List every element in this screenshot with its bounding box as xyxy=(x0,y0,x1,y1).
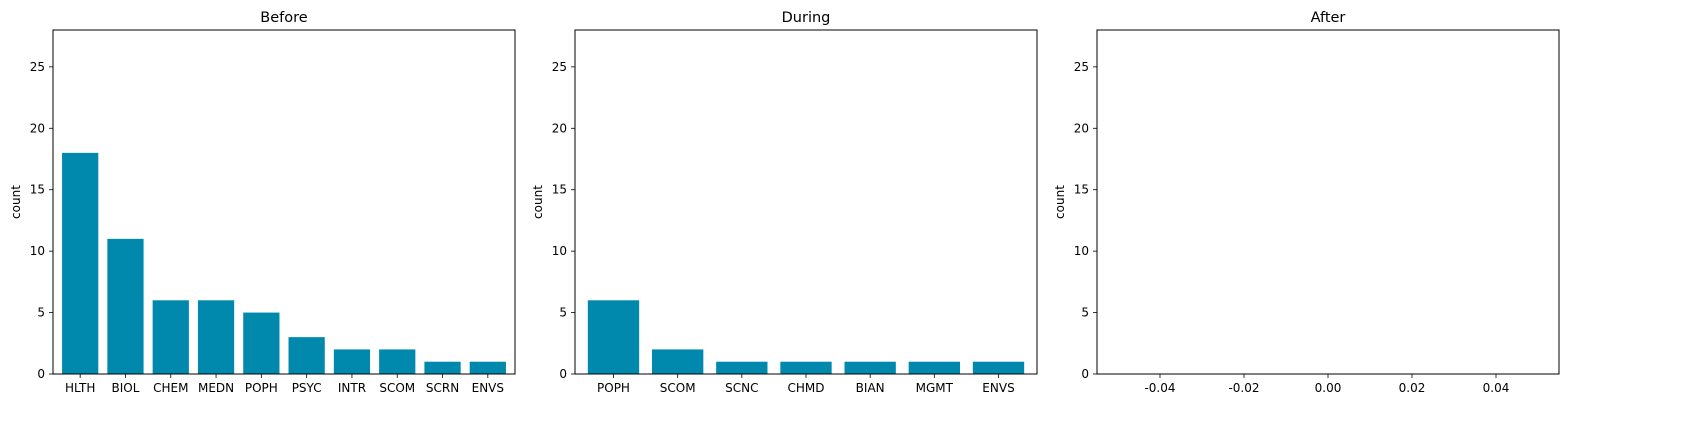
bar-scom xyxy=(379,349,416,374)
bar-bian xyxy=(844,361,896,374)
y-tick-label: 25 xyxy=(1074,60,1089,74)
x-tick-label-scom: SCOM xyxy=(660,381,696,395)
bar-envs xyxy=(972,361,1025,374)
x-tick-label-poph: POPH xyxy=(245,381,278,395)
bar-intr xyxy=(333,349,371,374)
x-tick-label-hlth: HLTH xyxy=(65,381,95,395)
chart-title: Before xyxy=(260,10,307,26)
y-tick-label: 0 xyxy=(37,367,45,381)
x-tick-label-psyc: PSYC xyxy=(292,381,322,395)
chart-panel-during: POPH SCOM SCNC CHMD BIAN MGMT ENVS 0 5 10 15 20 25 Du… xyxy=(531,10,1038,395)
y-tick-label: 25 xyxy=(30,60,45,74)
bar-poph xyxy=(587,300,640,374)
chart-panel-before: HLTH BIOL CHEM MEDN POPH PSYC INTR SCOM SCRN ENVS… xyxy=(9,10,516,395)
y-tick-label: 0 xyxy=(1081,367,1089,381)
axes-frame xyxy=(52,29,516,375)
chart-title: During xyxy=(782,10,831,26)
y-tick-label: 10 xyxy=(1074,244,1089,258)
x-tick-label-chem: CHEM xyxy=(153,381,188,395)
bar-envs xyxy=(469,361,506,374)
y-tick-label: 15 xyxy=(552,183,567,197)
y-axis-label: count xyxy=(531,185,545,219)
bar-psyc xyxy=(288,337,325,374)
y-tick-label: 15 xyxy=(30,183,45,197)
bar-scrn xyxy=(424,361,461,374)
y-tick-label: 20 xyxy=(552,121,567,135)
y-tick-label: 5 xyxy=(37,306,45,320)
x-tick-label-envs: ENVS xyxy=(472,381,504,395)
y-axis-label: count xyxy=(9,185,23,219)
x-tick-label-scrn: SCRN xyxy=(426,381,459,395)
y-tick-label: 25 xyxy=(552,60,567,74)
x-tick-label: 0.04 xyxy=(1483,381,1510,395)
bar-chmd xyxy=(780,361,832,374)
bar-biol xyxy=(107,238,144,374)
x-tick-label-mgmt: MGMT xyxy=(916,381,954,395)
y-axis-label: count xyxy=(1053,185,1067,219)
bar-scom xyxy=(652,349,704,374)
x-tick-label-biol: BIOL xyxy=(112,381,140,395)
chart-title: After xyxy=(1311,10,1346,26)
x-tick-label: 0.02 xyxy=(1399,381,1426,395)
bar-poph xyxy=(243,312,280,374)
x-tick-label-envs: ENVS xyxy=(982,381,1014,395)
bar-hlth xyxy=(62,152,99,374)
bar-medn xyxy=(197,300,235,374)
x-tick-label-intr: INTR xyxy=(338,381,366,395)
x-tick-label: -0.02 xyxy=(1228,381,1259,395)
y-tick-label: 20 xyxy=(30,121,45,135)
y-tick-label: 10 xyxy=(552,244,567,258)
bar-mgmt xyxy=(908,361,960,374)
chart-panel-after: -0.04 -0.02 0.00 0.02 0.04 0 5 10 15 20 25 After cou… xyxy=(1053,10,1560,395)
x-tick-label-poph: POPH xyxy=(597,381,630,395)
bar-chem xyxy=(152,300,189,374)
y-tick-label: 10 xyxy=(30,244,45,258)
y-tick-label: 0 xyxy=(559,367,567,381)
y-tick-label: 5 xyxy=(559,306,567,320)
bar-scnc xyxy=(716,361,768,374)
y-tick-label: 20 xyxy=(1074,121,1089,135)
x-tick-label: -0.04 xyxy=(1144,381,1175,395)
x-tick-label-bian: BIAN xyxy=(856,381,885,395)
x-tick-label-chmd: CHMD xyxy=(788,381,825,395)
x-tick-label: 0.00 xyxy=(1315,381,1342,395)
y-tick-label: 15 xyxy=(1074,183,1089,197)
axes-frame xyxy=(574,29,1038,375)
x-tick-label-scom: SCOM xyxy=(379,381,415,395)
x-tick-label-scnc: SCNC xyxy=(725,381,758,395)
x-tick-label-medn: MEDN xyxy=(198,381,234,395)
axes-frame xyxy=(1096,29,1560,375)
y-tick-label: 5 xyxy=(1081,306,1089,320)
